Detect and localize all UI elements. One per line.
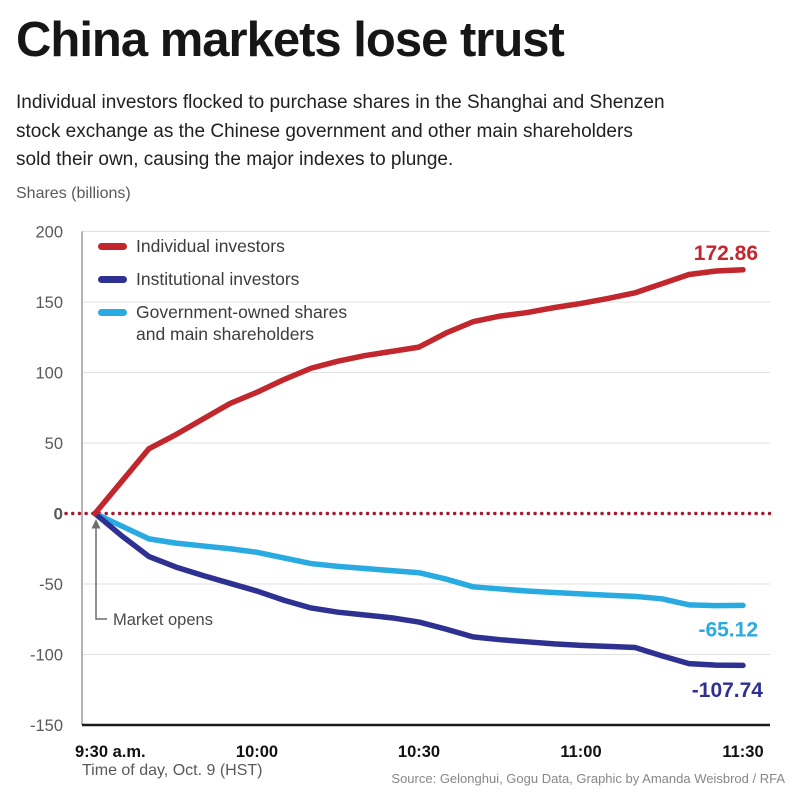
series-end-value-label: 172.86 — [694, 242, 758, 265]
series-end-value-label: -107.74 — [692, 679, 764, 702]
y-tick-label: -100 — [30, 647, 63, 665]
legend-swatch-navy-line — [98, 276, 127, 283]
legend-label-line: and main shareholders — [136, 323, 315, 344]
x-tick-label: 10:00 — [236, 743, 278, 761]
series-end-value-label: -65.12 — [698, 618, 758, 641]
series-line — [92, 267, 746, 517]
legend-item-institutional-investors: Institutional investors — [98, 269, 299, 291]
x-tick-label: 11:30 — [722, 743, 763, 761]
x-tick-label: 11:00 — [560, 743, 601, 761]
x-axis-label: Time of day, Oct. 9 (HST) — [82, 762, 263, 779]
y-tick-label: 0 — [54, 505, 63, 524]
y-tick-label: 100 — [35, 365, 63, 383]
legend-label: Individual investors — [136, 236, 285, 256]
subtitle-line: sold their own, causing the major indexe… — [16, 149, 454, 170]
x-tick-label: 9:30 a.m. — [75, 743, 146, 761]
arrow-up-icon — [91, 519, 101, 529]
y-tick-label: -150 — [30, 717, 63, 735]
series-line — [92, 510, 746, 669]
y-tick-label: -50 — [39, 576, 63, 594]
subtitle: Individual investors flocked to purchase… — [16, 89, 786, 175]
legend-label: Institutional investors — [136, 269, 300, 289]
legend-swatch-red-line — [98, 243, 127, 250]
legend-item-government-shares: Government-owned shares and main shareho… — [98, 302, 347, 345]
subtitle-line: stock exchange as the Chinese government… — [16, 120, 633, 142]
subtitle-line: Individual investors flocked to purchase… — [16, 92, 665, 113]
market-opens-annotation: Market opens — [91, 519, 213, 629]
legend-item-individual-investors: Individual investors — [98, 236, 285, 258]
source-credit: Source: Gelonghui, Gogu Data, Graphic by… — [391, 771, 785, 786]
y-tick-label: 150 — [35, 294, 63, 312]
annotation-elbow-line — [95, 527, 107, 620]
legend-label-line: Government-owned shares — [136, 302, 348, 322]
legend-label: Government-owned shares and main shareho… — [136, 302, 347, 345]
y-axis-label: Shares (billions) — [16, 185, 131, 202]
series-line — [92, 510, 746, 609]
y-tick-label: 50 — [45, 435, 63, 453]
y-tick-label: 200 — [35, 224, 63, 242]
legend-swatch-cyan-line — [98, 309, 127, 316]
market-opens-label: Market opens — [113, 611, 213, 629]
x-tick-label: 10:30 — [398, 743, 440, 761]
page-title: China markets lose trust — [16, 13, 565, 67]
